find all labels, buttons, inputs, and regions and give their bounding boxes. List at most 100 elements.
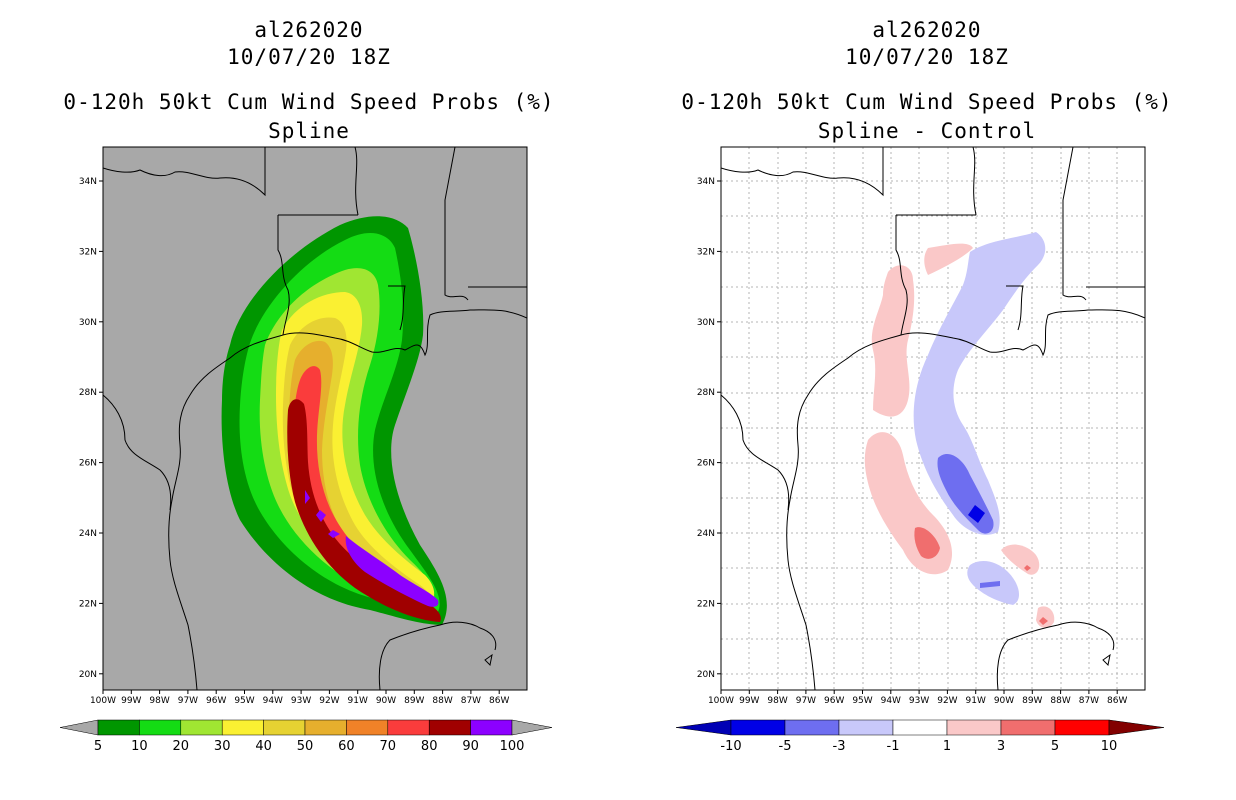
lat-label: 28N xyxy=(697,388,715,398)
longitude-ticks: 100W 99W 98W 97W 96W 95W 94W 93W 92W 91W 90W 89W 88W… xyxy=(708,690,1127,706)
lon-label: 88W xyxy=(1050,696,1070,706)
colorbar-label: 30 xyxy=(214,739,231,754)
lon-label: 97W xyxy=(796,696,816,706)
lon-label: 92W xyxy=(319,696,339,706)
lat-label: 24N xyxy=(697,529,715,539)
colorbar-segment xyxy=(428,719,471,736)
lon-label: 86W xyxy=(1107,696,1127,706)
lon-label: 95W xyxy=(234,696,254,706)
lon-label: 89W xyxy=(404,696,424,706)
product-title: 0-120h 50kt Cum Wind Speed Probs (%) xyxy=(63,90,555,114)
lon-label: 93W xyxy=(909,696,929,706)
colorbar-label: 10 xyxy=(131,739,148,754)
colorbar-segment xyxy=(946,719,1002,736)
colorbar-label: 5 xyxy=(94,739,102,754)
colorbar-label: 10 xyxy=(1101,739,1118,754)
coastline-and-borders xyxy=(103,147,527,690)
colorbar-segment xyxy=(263,719,306,736)
lon-label: 94W xyxy=(263,696,283,706)
colorbar-arrow-high xyxy=(1108,719,1165,736)
colorbar-label: -5 xyxy=(779,739,792,754)
colorbar-segment xyxy=(97,719,140,736)
product-title: 0-120h 50kt Cum Wind Speed Probs (%) xyxy=(681,90,1173,114)
lat-label: 32N xyxy=(79,247,97,257)
lat-label: 26N xyxy=(697,459,715,469)
colorbar-label: 3 xyxy=(997,739,1005,754)
lon-label: 89W xyxy=(1022,696,1042,706)
colorbar-label: 80 xyxy=(421,739,438,754)
lon-label: 95W xyxy=(852,696,872,706)
lon-label: 88W xyxy=(432,696,452,706)
lon-label: 90W xyxy=(376,696,396,706)
lon-label: 100W xyxy=(708,696,734,706)
colorbar-label: 1 xyxy=(943,739,951,754)
lat-label: 20N xyxy=(79,670,97,680)
lon-label: 99W xyxy=(121,696,141,706)
difference-map: 100W 99W 98W 97W 96W 95W 94W 93W 92W 91W 90W 89W 88W… xyxy=(675,146,1165,754)
colorbar-segment xyxy=(304,719,347,736)
colorbar-label: 70 xyxy=(380,739,397,754)
colorbar-label: 90 xyxy=(462,739,479,754)
lat-label: 24N xyxy=(79,529,97,539)
colorbar-segment xyxy=(139,719,182,736)
probability-contours xyxy=(221,216,447,625)
lat-label: 20N xyxy=(697,670,715,680)
colorbar: 5 10 20 30 40 50 60 70 80 90 100 xyxy=(59,719,553,754)
lon-label: 96W xyxy=(206,696,226,706)
lon-label: 87W xyxy=(1079,696,1099,706)
colorbar-arrow-low xyxy=(59,719,99,736)
lon-label: 98W xyxy=(767,696,787,706)
right-panel: al262020 10/07/20 18Z 0-120h 50kt Cum Wi… xyxy=(618,0,1236,800)
colorbar-segment xyxy=(1000,719,1056,736)
probability-map: 100W 99W 98W 97W 96W 95W 94W 93W 92W 91W 90W 89W 88W… xyxy=(59,146,553,754)
colorbar-segment xyxy=(838,719,894,736)
lon-label: 86W xyxy=(489,696,509,706)
difference-contours xyxy=(864,232,1055,628)
lat-label: 30N xyxy=(697,318,715,328)
storm-id: al262020 xyxy=(254,18,364,42)
colorbar-segment xyxy=(892,719,948,736)
colorbar-arrow-low xyxy=(675,719,732,736)
colorbar-label: 100 xyxy=(500,739,525,754)
lon-label: 97W xyxy=(178,696,198,706)
colorbar-segment xyxy=(180,719,223,736)
lat-label: 22N xyxy=(697,599,715,609)
lon-label: 91W xyxy=(348,696,368,706)
colorbar-label: -1 xyxy=(887,739,900,754)
lon-label: 100W xyxy=(90,696,116,706)
lon-label: 96W xyxy=(824,696,844,706)
colorbar-arrow-high xyxy=(511,719,553,736)
left-panel: al262020 10/07/20 18Z 0-120h 50kt Cum Wi… xyxy=(59,18,555,754)
variant-title: Spline xyxy=(268,119,350,143)
lat-label: 26N xyxy=(79,459,97,469)
colorbar-segment xyxy=(730,719,786,736)
lon-label: 98W xyxy=(149,696,169,706)
lat-label: 28N xyxy=(79,388,97,398)
lon-label: 90W xyxy=(994,696,1014,706)
lat-label: 30N xyxy=(79,318,97,328)
latitude-ticks: 34N 32N 30N 28N 26N 24N 22N 20N xyxy=(79,177,103,680)
longitude-ticks: 100W 99W 98W 97W 96W 95W 94W 93W 92W 91W 90W 89W 88W… xyxy=(90,690,509,706)
colorbar-label: -10 xyxy=(720,739,741,754)
colorbar-label: 40 xyxy=(255,739,272,754)
colorbar-segment xyxy=(346,719,389,736)
lat-label: 22N xyxy=(79,599,97,609)
colorbar-label: 20 xyxy=(173,739,190,754)
map-frame xyxy=(102,146,528,691)
colorbar-label: -3 xyxy=(833,739,846,754)
variant-title: Spline - Control xyxy=(817,119,1037,143)
colorbar: -10 -5 -3 -1 1 3 5 10 xyxy=(675,719,1165,754)
colorbar-label: 50 xyxy=(297,739,314,754)
colorbar-segment xyxy=(470,719,513,736)
lon-label: 87W xyxy=(461,696,481,706)
lon-label: 93W xyxy=(291,696,311,706)
lon-label: 91W xyxy=(966,696,986,706)
latitude-ticks: 34N 32N 30N 28N 26N 24N 22N 20N xyxy=(697,177,721,680)
colorbar-label: 60 xyxy=(338,739,355,754)
coastline-and-borders xyxy=(721,147,1145,690)
colorbar-label: 5 xyxy=(1051,739,1059,754)
lat-label: 34N xyxy=(697,177,715,187)
datetime: 10/07/20 18Z xyxy=(845,45,1009,69)
lon-label: 94W xyxy=(881,696,901,706)
colorbar-segment xyxy=(387,719,430,736)
